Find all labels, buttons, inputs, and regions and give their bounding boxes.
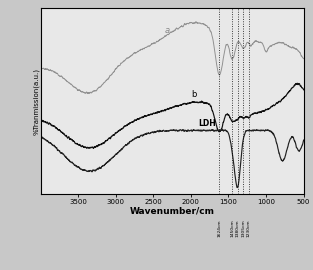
Y-axis label: %Tranmission(a.u.): %Tranmission(a.u.) [33,68,39,135]
Text: 1624cm: 1624cm [217,220,221,237]
Text: 1305cm: 1305cm [241,220,245,237]
Text: LDH: LDH [198,119,216,128]
Text: 1380cm: 1380cm [235,220,239,237]
Text: 1230cm: 1230cm [247,220,251,237]
X-axis label: Wavenumber/cm: Wavenumber/cm [130,207,215,216]
Text: b: b [191,90,196,99]
Text: 1450cm: 1450cm [230,220,234,237]
Text: a: a [165,26,170,35]
